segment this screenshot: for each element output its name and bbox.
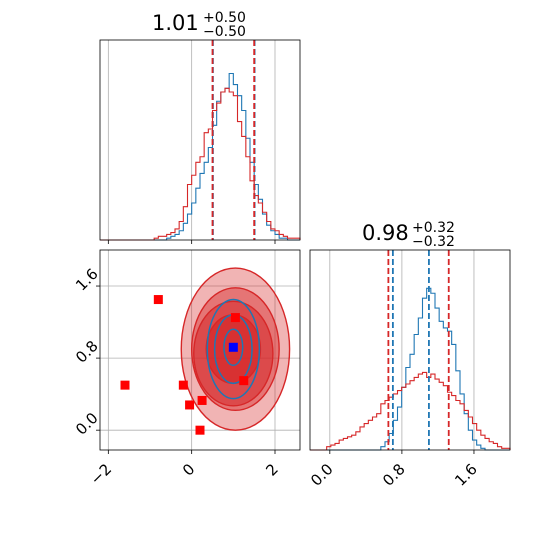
joint-x-tick-label: 0 <box>179 460 198 479</box>
x-marginal-title-minus: −0.50 <box>203 24 246 40</box>
blue-square-marker <box>228 342 238 352</box>
blue-contour <box>223 328 244 367</box>
joint-panel: −2 0 2 0.0 0.8 1.6 <box>72 249 301 488</box>
y-marginal-frame <box>309 249 511 451</box>
x-marginal-title-value: 1.01 <box>152 11 199 35</box>
y-marginal-title: 0.98 +0.32 −0.32 <box>362 217 460 250</box>
joint-y-tick-label: 1.6 <box>72 265 102 295</box>
blue-contour <box>206 298 261 400</box>
red-square-marker <box>197 395 207 405</box>
joint-frame <box>99 249 301 451</box>
p1-histogram-red <box>100 87 301 241</box>
y-marginal-panel: 0.0 0.8 1.6 0.98 +0.32 −0.32 <box>307 217 511 490</box>
p3-histogram-red <box>310 371 511 451</box>
x-marginal-panel: 1.01 +0.50 −0.50 <box>99 7 301 244</box>
p3-histogram-blue <box>310 287 510 451</box>
red-square-marker <box>178 380 188 390</box>
y-marginal-x-tick-label: 0.8 <box>379 460 409 490</box>
joint-x-tick-label: 2 <box>262 460 281 479</box>
red-square-marker <box>185 400 195 410</box>
y-marginal-x-tick-label: 0.0 <box>307 460 337 490</box>
x-marginal-title: 1.01 +0.50 −0.50 <box>152 7 251 40</box>
red-square-marker <box>239 376 249 386</box>
joint-y-tick-label: 0.0 <box>72 409 102 439</box>
red-square-marker <box>230 313 240 323</box>
y-marginal-title-value: 0.98 <box>362 221 409 245</box>
x-marginal-title-plus: +0.50 <box>203 10 246 26</box>
y-marginal-x-tick-label: 1.6 <box>451 460 481 490</box>
y-marginal-title-minus: −0.32 <box>412 234 455 250</box>
x-marginal-frame <box>99 39 301 241</box>
red-square-marker <box>153 295 163 305</box>
joint-x-tick-label: −2 <box>87 460 115 488</box>
y-marginal-title-plus: +0.32 <box>412 220 455 236</box>
red-square-marker <box>195 425 205 435</box>
joint-y-tick-label: 0.8 <box>72 337 102 367</box>
red-square-marker <box>120 380 130 390</box>
